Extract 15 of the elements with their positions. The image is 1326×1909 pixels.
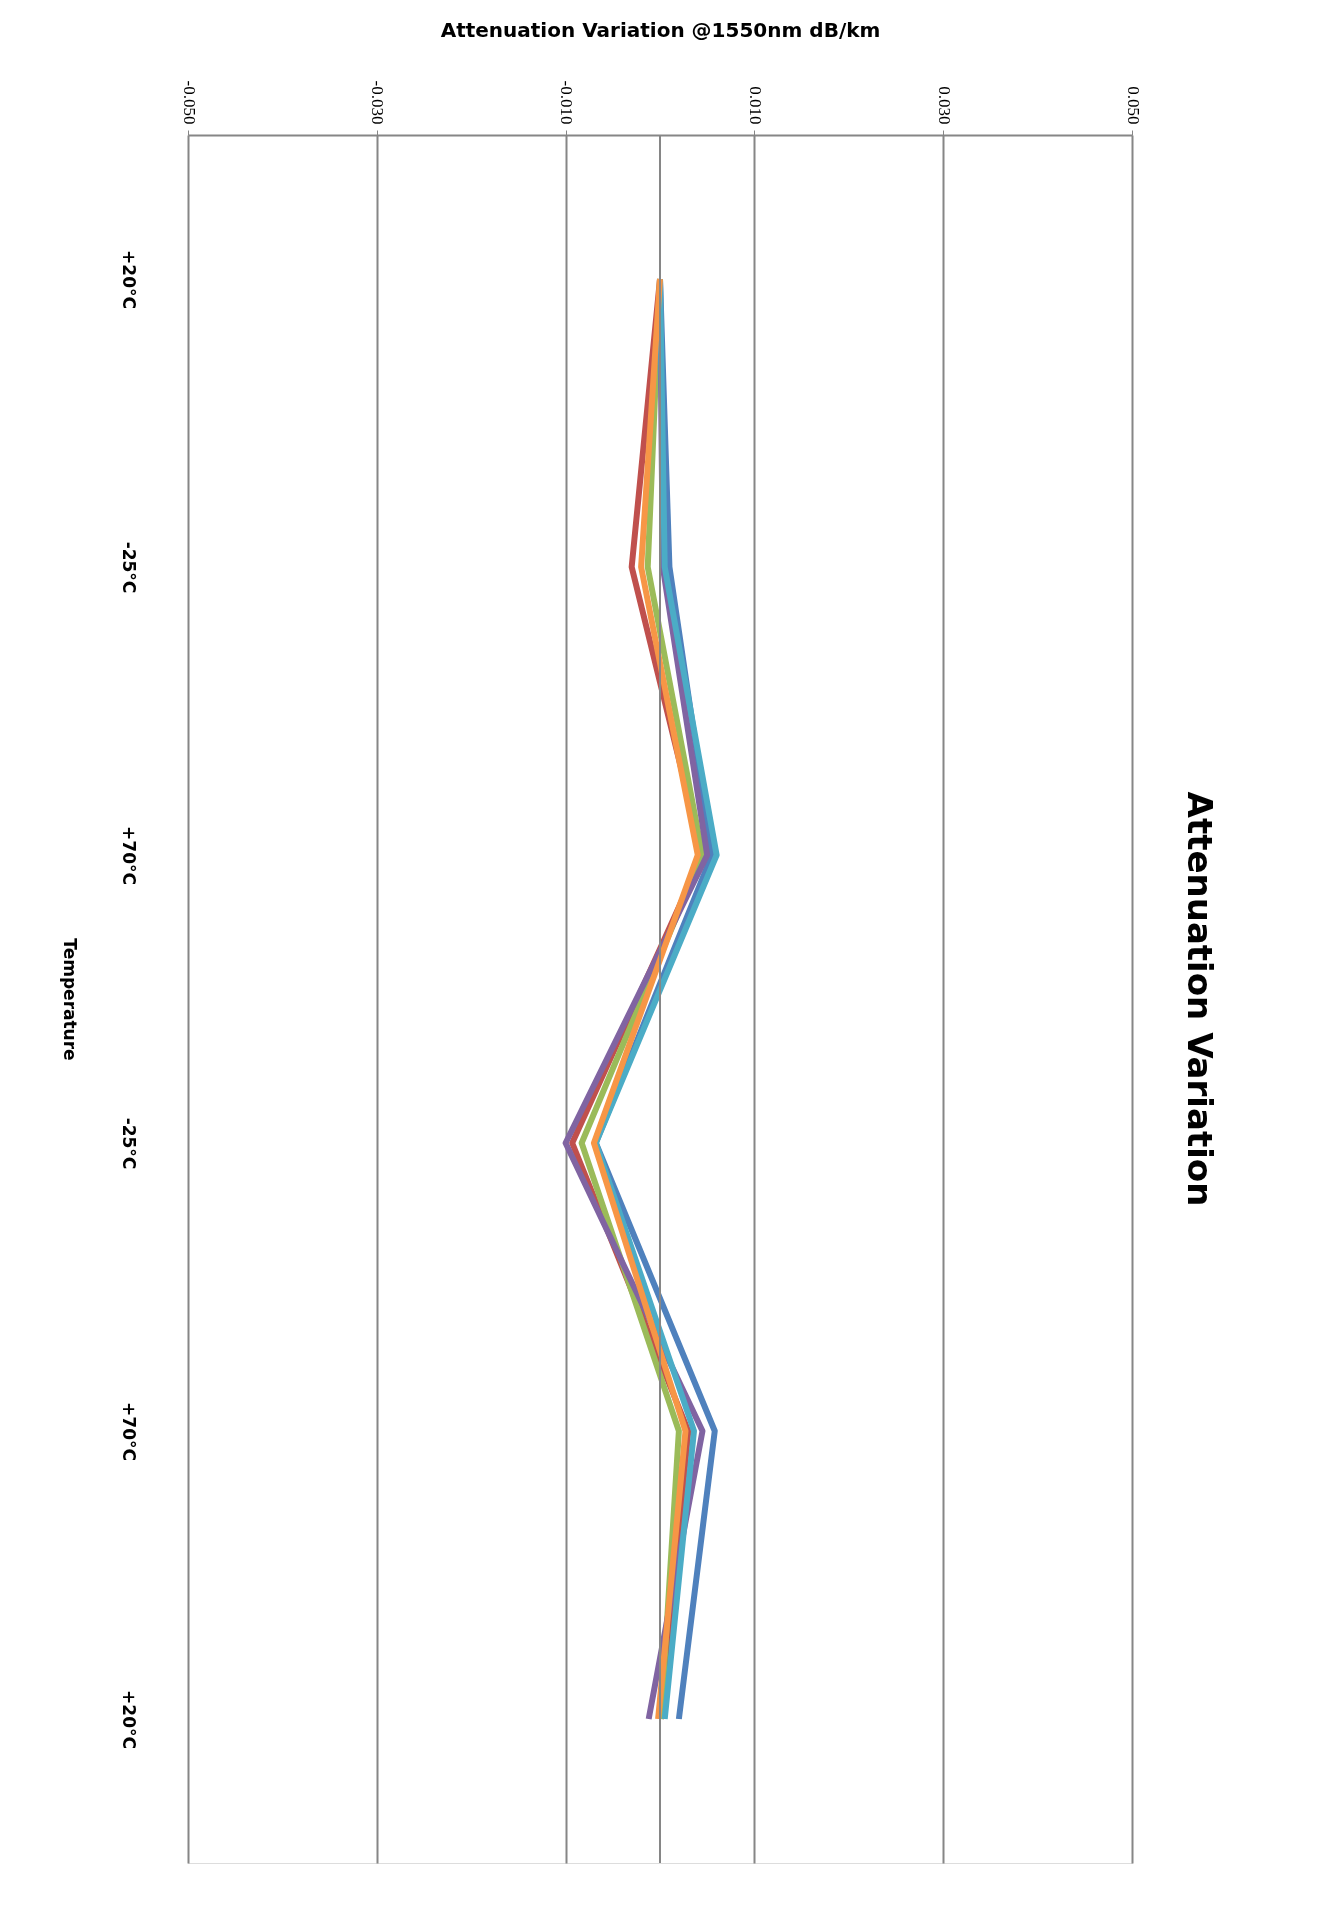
y-tick-label: +70°C	[118, 826, 139, 885]
x-tick-label: -0.050	[179, 80, 199, 125]
x-tick-label: 0.010	[745, 86, 765, 125]
x-tick-label: -0.030	[368, 80, 388, 125]
x-tick-label: 0.050	[1123, 86, 1143, 125]
y-tick-label: +70°C	[118, 1402, 139, 1461]
x-tick-label: -0.010	[557, 80, 577, 125]
x-axis-title: Attenuation Variation @1550nm dB/km	[440, 17, 881, 42]
y-tick-label: +20°C	[118, 250, 139, 309]
y-tick-label: -25°C	[118, 1117, 139, 1170]
y-tick-label: +20°C	[118, 1690, 139, 1749]
text: Attenuation Variation	[1180, 791, 1220, 1207]
x-tick-label: 0.030	[934, 86, 954, 125]
y-axis-title: Temperature	[59, 938, 80, 1061]
y-tick-label: -25°C	[118, 541, 139, 594]
